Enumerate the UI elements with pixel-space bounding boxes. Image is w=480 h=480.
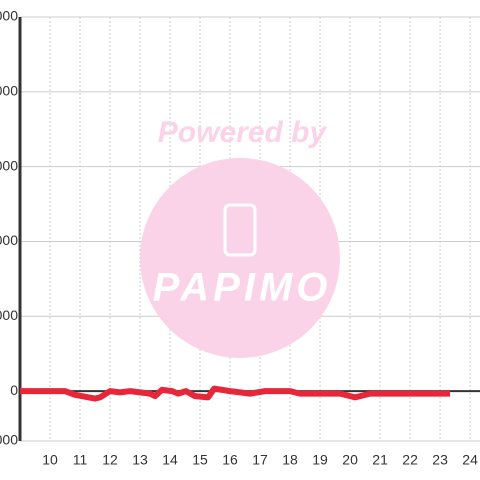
- x-tick-label: 22: [402, 452, 418, 468]
- x-tick-label: 18: [282, 452, 298, 468]
- x-tick-label: 19: [312, 452, 328, 468]
- y-tick-label: 90,000: [0, 157, 18, 173]
- y-tick-label: 150,000: [0, 8, 18, 24]
- watermark-icon: [223, 203, 257, 257]
- line-series: [20, 385, 450, 402]
- x-tick-label: 10: [42, 452, 58, 468]
- watermark-text: Powered by: [158, 116, 328, 149]
- y-tick-label: -20,000: [0, 432, 18, 448]
- x-tick-label: 12: [102, 452, 118, 468]
- x-tick-label: 21: [372, 452, 388, 468]
- watermark-text: PAPIMO: [153, 266, 332, 310]
- x-tick-label: 13: [132, 452, 148, 468]
- watermark-circle: [140, 158, 340, 358]
- y-tick-label: 30,000: [0, 307, 18, 323]
- x-tick-label: 23: [432, 452, 448, 468]
- x-tick-label: 14: [162, 452, 178, 468]
- x-tick-label: 15: [192, 452, 208, 468]
- y-tick-label: 120,000: [0, 83, 18, 99]
- x-tick-label: 17: [252, 452, 268, 468]
- y-tick-label: 0: [10, 382, 18, 398]
- x-tick-label: 20: [342, 452, 358, 468]
- x-tick-label: 11: [73, 452, 88, 468]
- x-tick-label: 16: [222, 452, 238, 468]
- x-tick-label: 24: [462, 452, 478, 468]
- y-tick-label: 60,000: [0, 232, 18, 248]
